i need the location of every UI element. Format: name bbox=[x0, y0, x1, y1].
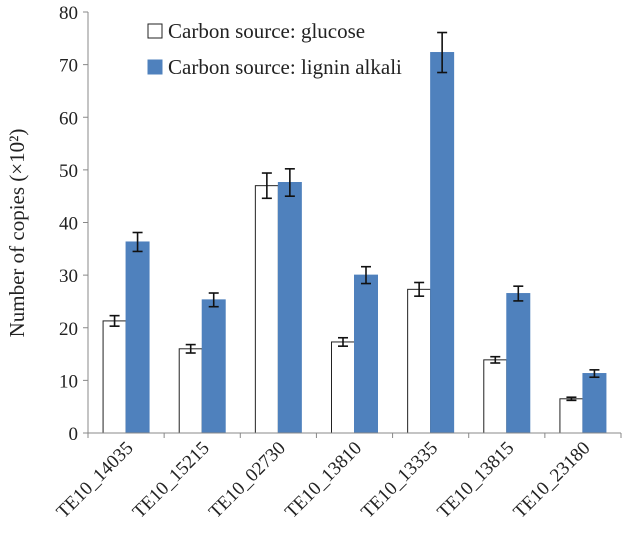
y-tick-label: 20 bbox=[59, 319, 78, 340]
legend-swatch bbox=[147, 59, 163, 75]
x-tick-label: TE10_13810 bbox=[281, 438, 366, 523]
bar-lignin-alkali bbox=[125, 241, 150, 434]
x-tick-label: TE10_14035 bbox=[53, 438, 138, 523]
bar-lignin-alkali bbox=[506, 293, 531, 434]
bar-lignin-alkali bbox=[582, 373, 607, 434]
y-tick-label: 50 bbox=[59, 161, 78, 182]
legend-swatch bbox=[147, 23, 163, 39]
bar-lignin-alkali bbox=[201, 299, 226, 434]
x-tick-label: TE10_23180 bbox=[509, 438, 594, 523]
y-tick-label: 80 bbox=[59, 3, 78, 24]
bar-glucose bbox=[483, 359, 508, 434]
legend-label: Carbon source: glucose bbox=[168, 19, 365, 43]
bar-glucose bbox=[178, 348, 203, 434]
bar-glucose bbox=[331, 341, 355, 434]
legend-label: Carbon source: lignin alkali bbox=[168, 55, 402, 79]
bar-lignin-alkali bbox=[354, 274, 378, 434]
bar-glucose bbox=[559, 398, 584, 434]
bar-glucose bbox=[254, 185, 279, 434]
y-tick-label: 0 bbox=[69, 424, 79, 445]
x-tick-label: TE10_13335 bbox=[357, 438, 442, 523]
bar-lignin-alkali bbox=[430, 52, 455, 434]
bar-lignin-alkali bbox=[277, 182, 302, 434]
bar-glucose bbox=[102, 320, 127, 434]
bars-layer bbox=[102, 31, 607, 434]
y-axis-label: Number of copies (×10²) bbox=[5, 129, 29, 338]
bar-glucose bbox=[407, 288, 432, 434]
y-tick-label: 60 bbox=[59, 108, 78, 129]
y-tick-label: 30 bbox=[59, 266, 78, 287]
y-tick-label: 70 bbox=[59, 56, 78, 77]
x-tick-label: TE10_02730 bbox=[205, 438, 290, 523]
y-tick-label: 40 bbox=[59, 214, 78, 235]
x-tick-label: TE10_15215 bbox=[129, 438, 214, 523]
legend: Carbon source: glucose Carbon source: lig… bbox=[147, 19, 402, 79]
x-tick-label: TE10_13815 bbox=[433, 438, 518, 523]
y-tick-label: 10 bbox=[59, 371, 78, 392]
